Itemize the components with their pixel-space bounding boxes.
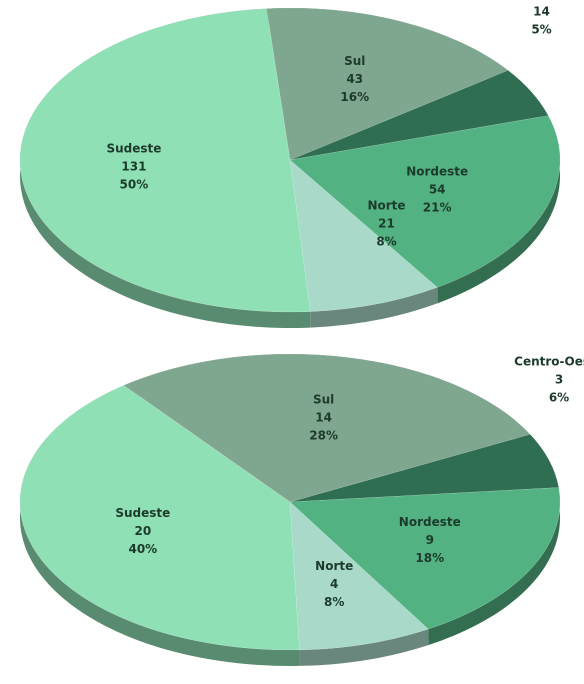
label-value: 3: [555, 373, 563, 387]
label-name: Sudeste: [115, 506, 170, 520]
slice: [266, 7, 509, 161]
label-percent: 21%: [423, 201, 452, 215]
label-name: Centro-Oeste: [497, 0, 584, 1]
label-percent: 5%: [531, 23, 551, 37]
label-percent: 16%: [340, 90, 369, 104]
label-value: 9: [426, 533, 434, 547]
slice-side: [428, 487, 561, 646]
slice: [289, 487, 561, 630]
pie-tops: [19, 353, 561, 651]
pie: Sul 14 28% Centro-Oeste 3 6% Nordeste 9 18% Norte…: [19, 353, 584, 666]
label-name: Nordeste: [406, 165, 468, 179]
label-name: Nordeste: [399, 515, 461, 529]
slice: [19, 8, 311, 313]
slice: [123, 353, 531, 503]
slice: [289, 159, 438, 312]
labels: Sul 43 16% Centro-Oeste 14 5% Nordeste 54 21% Nor…: [106, 0, 584, 248]
pie: Sul 43 16% Centro-Oeste 14 5% Nordeste 54 21% Nor…: [19, 0, 584, 328]
pie-tops: [19, 7, 561, 313]
label-value: 20: [134, 524, 151, 538]
label-value: 21: [378, 216, 395, 230]
label-value: 14: [533, 5, 550, 19]
label-value: 54: [429, 183, 446, 197]
label-percent: 40%: [128, 542, 157, 556]
label-name: Sul: [344, 54, 365, 68]
slice-side: [299, 629, 429, 666]
labels: Sul 14 28% Centro-Oeste 3 6% Nordeste 9 18% Norte…: [115, 355, 584, 609]
label-percent: 50%: [120, 178, 149, 192]
label-name: Norte: [367, 198, 405, 212]
label-percent: 6%: [549, 391, 569, 405]
slice: [289, 501, 429, 651]
slice: [19, 385, 300, 651]
label-percent: 28%: [309, 429, 338, 443]
slice: [289, 434, 560, 503]
slice-side: [437, 115, 560, 304]
slice-side: [310, 287, 438, 328]
label-value: 4: [330, 577, 338, 591]
slice: [289, 115, 561, 288]
label-percent: 8%: [376, 234, 396, 248]
label-value: 131: [121, 160, 146, 174]
label-name: Sudeste: [106, 142, 161, 156]
label-percent: 18%: [415, 551, 444, 565]
label-name: Norte: [315, 559, 353, 573]
slice: [289, 70, 549, 161]
label-name: Sul: [313, 393, 334, 407]
label-percent: 8%: [324, 595, 344, 609]
label-value: 14: [315, 411, 332, 425]
label-value: 43: [346, 72, 363, 86]
label-name: Centro-Oeste: [514, 355, 584, 369]
